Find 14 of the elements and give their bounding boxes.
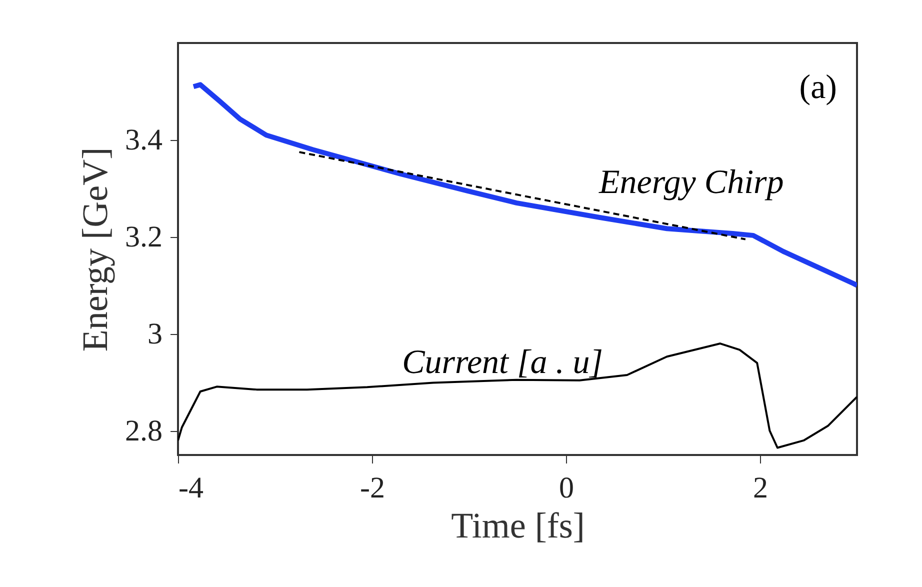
x-tick-label: 2 bbox=[753, 472, 768, 504]
y-tick-label: 3.4 bbox=[125, 123, 162, 156]
y-tick-label: 3 bbox=[148, 317, 162, 350]
annotation: (a) bbox=[799, 69, 837, 106]
x-axis-title: Time [fs] bbox=[451, 506, 585, 546]
x-tick-label: -2 bbox=[360, 472, 385, 504]
y-tick-label: 3.2 bbox=[125, 220, 162, 254]
series-label: Energy Chirp bbox=[598, 164, 784, 201]
y-axis-title: Energy [GeV] bbox=[75, 147, 115, 352]
x-tick-label: -4 bbox=[178, 472, 204, 504]
x-tick-label: 0 bbox=[559, 472, 574, 504]
series-label: Current [a . u] bbox=[402, 344, 603, 381]
line-series bbox=[178, 342, 857, 449]
y-tick-label: 2.8 bbox=[125, 414, 162, 448]
